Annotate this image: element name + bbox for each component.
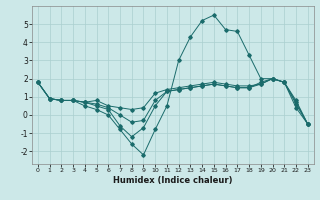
X-axis label: Humidex (Indice chaleur): Humidex (Indice chaleur)	[113, 176, 233, 185]
